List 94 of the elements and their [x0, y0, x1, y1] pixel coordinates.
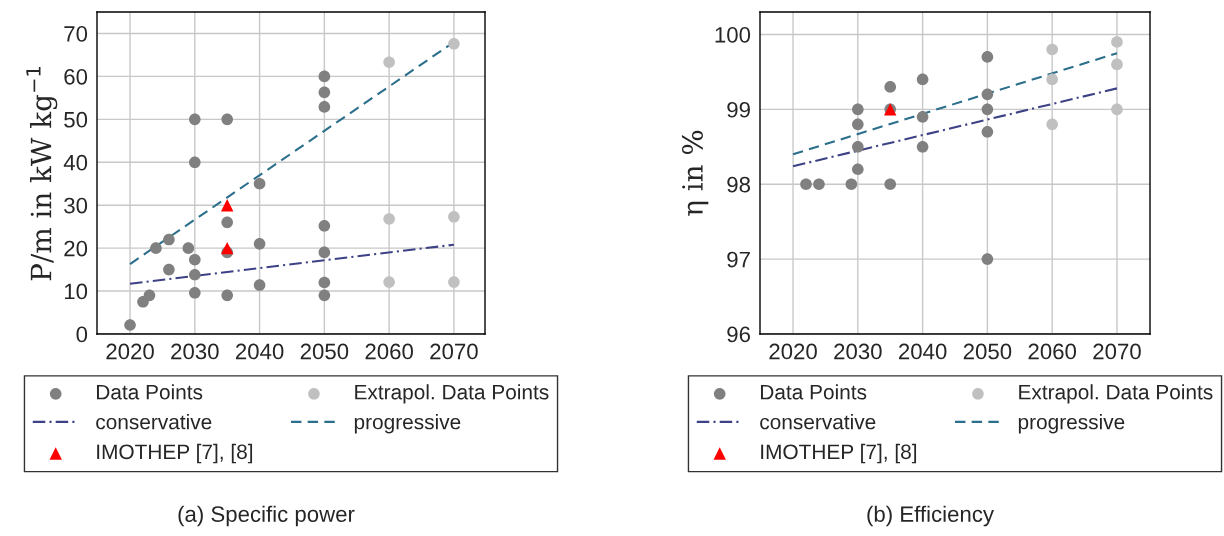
x-tick-label: 2020	[769, 343, 817, 360]
y-tick-label: 96	[727, 326, 750, 343]
legend-label: progressive	[354, 414, 461, 434]
text: (b) Efficiency	[867, 505, 994, 527]
point	[852, 118, 864, 131]
point	[845, 178, 858, 191]
point	[981, 51, 994, 63]
text: (a) Specific power	[178, 505, 355, 527]
point	[916, 111, 929, 123]
x-tick-label: 2070	[1093, 343, 1141, 360]
point	[1111, 36, 1123, 48]
point	[318, 86, 331, 99]
point	[253, 279, 266, 291]
point	[981, 103, 994, 116]
legend-label: Extrapol. Data Points	[355, 384, 549, 404]
point	[916, 73, 929, 86]
point	[189, 253, 201, 266]
point	[383, 276, 395, 288]
point	[220, 241, 234, 255]
y-tick-label: 40	[63, 154, 88, 171]
point	[143, 289, 156, 302]
point	[318, 220, 331, 232]
y-axis-title: η in %	[681, 130, 709, 216]
point	[253, 238, 266, 250]
point	[884, 81, 897, 93]
point	[318, 101, 331, 113]
point	[189, 113, 201, 126]
x-tick-label: 2040	[899, 343, 947, 360]
legend-label: conservative	[96, 414, 212, 430]
point	[852, 163, 864, 176]
point	[884, 178, 897, 191]
y-tick-label: 100	[715, 27, 751, 43]
x-tick-label: 2040	[235, 343, 284, 360]
point	[163, 263, 175, 276]
point	[150, 242, 162, 254]
y-tick-label: 50	[64, 111, 88, 128]
y-tick-label: 0	[76, 326, 88, 343]
y-tick-label: 30	[64, 197, 88, 214]
x-tick-label: 2060	[1028, 343, 1077, 360]
point	[220, 198, 234, 212]
point	[981, 253, 994, 265]
y-tick-label: 20	[64, 240, 88, 257]
point	[318, 246, 331, 259]
point	[189, 268, 201, 281]
legend-label: IMOTHEP [7], [8]	[761, 443, 917, 464]
legend-label: Extrapol. Data Points	[1019, 384, 1213, 404]
point	[1046, 43, 1058, 56]
point	[813, 178, 825, 191]
point	[318, 289, 331, 302]
x-tick-label: 2070	[430, 343, 478, 360]
point	[221, 289, 234, 302]
x-tick-label: 2030	[171, 343, 219, 360]
point	[448, 210, 460, 223]
point	[318, 276, 331, 289]
point	[189, 286, 201, 299]
y-tick-label: 60	[64, 68, 88, 85]
x-tick-label: 2050	[300, 343, 349, 360]
x-tick-label: 2020	[106, 343, 154, 360]
legend-label: IMOTHEP [7], [8]	[97, 443, 253, 464]
point	[318, 70, 331, 83]
point	[163, 233, 175, 246]
point	[800, 178, 812, 191]
point	[253, 177, 266, 190]
legend-label: conservative	[760, 414, 876, 430]
y-axis-title: P/m in kW kg$^{−1}$	[26, 66, 58, 281]
point	[448, 37, 460, 50]
point	[383, 213, 395, 225]
y-tick-label: 98	[727, 176, 751, 193]
legend-label: Data Points	[97, 384, 203, 400]
point	[182, 242, 195, 254]
point	[1046, 118, 1058, 131]
x-tick-label: 2050	[963, 343, 1012, 360]
point	[981, 88, 994, 101]
y-tick-label: 97	[727, 251, 750, 268]
x-tick-label: 2030	[834, 343, 882, 360]
point	[852, 103, 864, 116]
point	[383, 56, 395, 69]
y-tick-label: 70	[64, 26, 88, 42]
point	[221, 216, 234, 229]
point	[189, 156, 201, 169]
legend-label: progressive	[1018, 414, 1125, 434]
x-tick-label: 2060	[365, 343, 413, 360]
point	[1046, 73, 1058, 86]
y-tick-label: 10	[64, 283, 88, 300]
point	[221, 113, 234, 126]
y-tick-label: 99	[727, 101, 750, 118]
point	[916, 140, 929, 153]
point	[1111, 58, 1123, 71]
legend-label: Data Points	[761, 384, 867, 400]
point	[448, 276, 460, 288]
point	[852, 140, 864, 153]
point	[1111, 103, 1123, 116]
point	[981, 126, 994, 138]
point	[124, 319, 136, 331]
